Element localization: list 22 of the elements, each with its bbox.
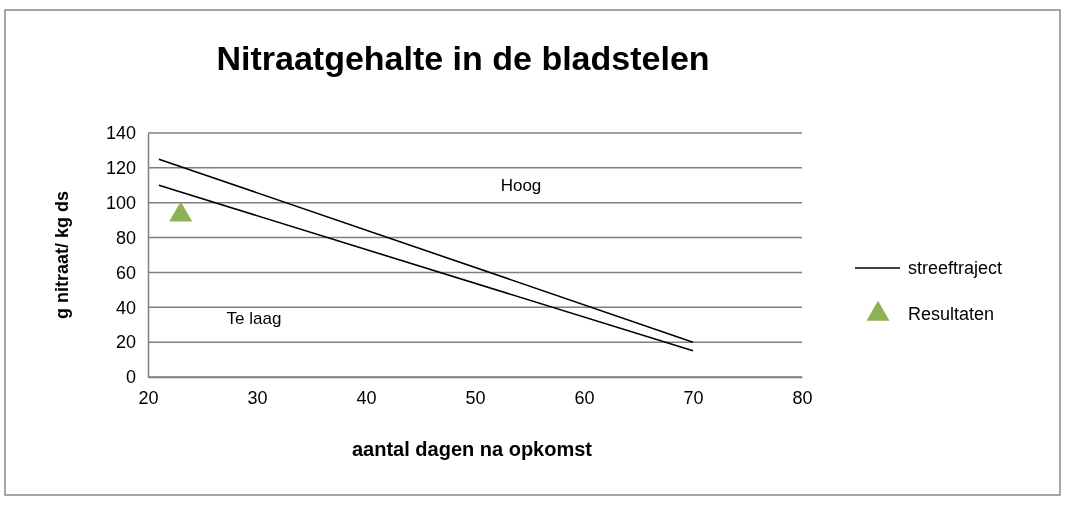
annotation: Te laag (226, 308, 282, 328)
y-tick-label: 100 (105, 192, 136, 213)
x-tick-label: 80 (792, 387, 813, 408)
x-tick-label: 70 (683, 387, 704, 408)
y-axis-title: g nitraat/ kg ds (52, 190, 72, 320)
legend-label: Resultaten (908, 304, 995, 325)
chart-title: Nitraatgehalte in de bladstelen (216, 39, 710, 77)
annotation: Hoog (500, 175, 542, 195)
x-tick-label: 60 (574, 387, 595, 408)
y-tick-label: 60 (115, 262, 136, 283)
y-tick-label: 120 (105, 158, 136, 179)
y-tick-label: 40 (115, 297, 136, 318)
y-tick-label: 20 (115, 332, 136, 353)
y-tick-label: 0 (125, 367, 136, 388)
y-tick-label: 80 (115, 227, 136, 248)
legend-label: streeftraject (908, 258, 1003, 279)
x-tick-label: 40 (356, 387, 377, 408)
x-tick-label: 50 (465, 387, 486, 408)
x-tick-label: 30 (247, 387, 268, 408)
x-tick-label: 20 (138, 387, 159, 408)
y-tick-label: 140 (105, 123, 136, 144)
x-axis-title: aantal dagen na opkomst (351, 438, 593, 460)
